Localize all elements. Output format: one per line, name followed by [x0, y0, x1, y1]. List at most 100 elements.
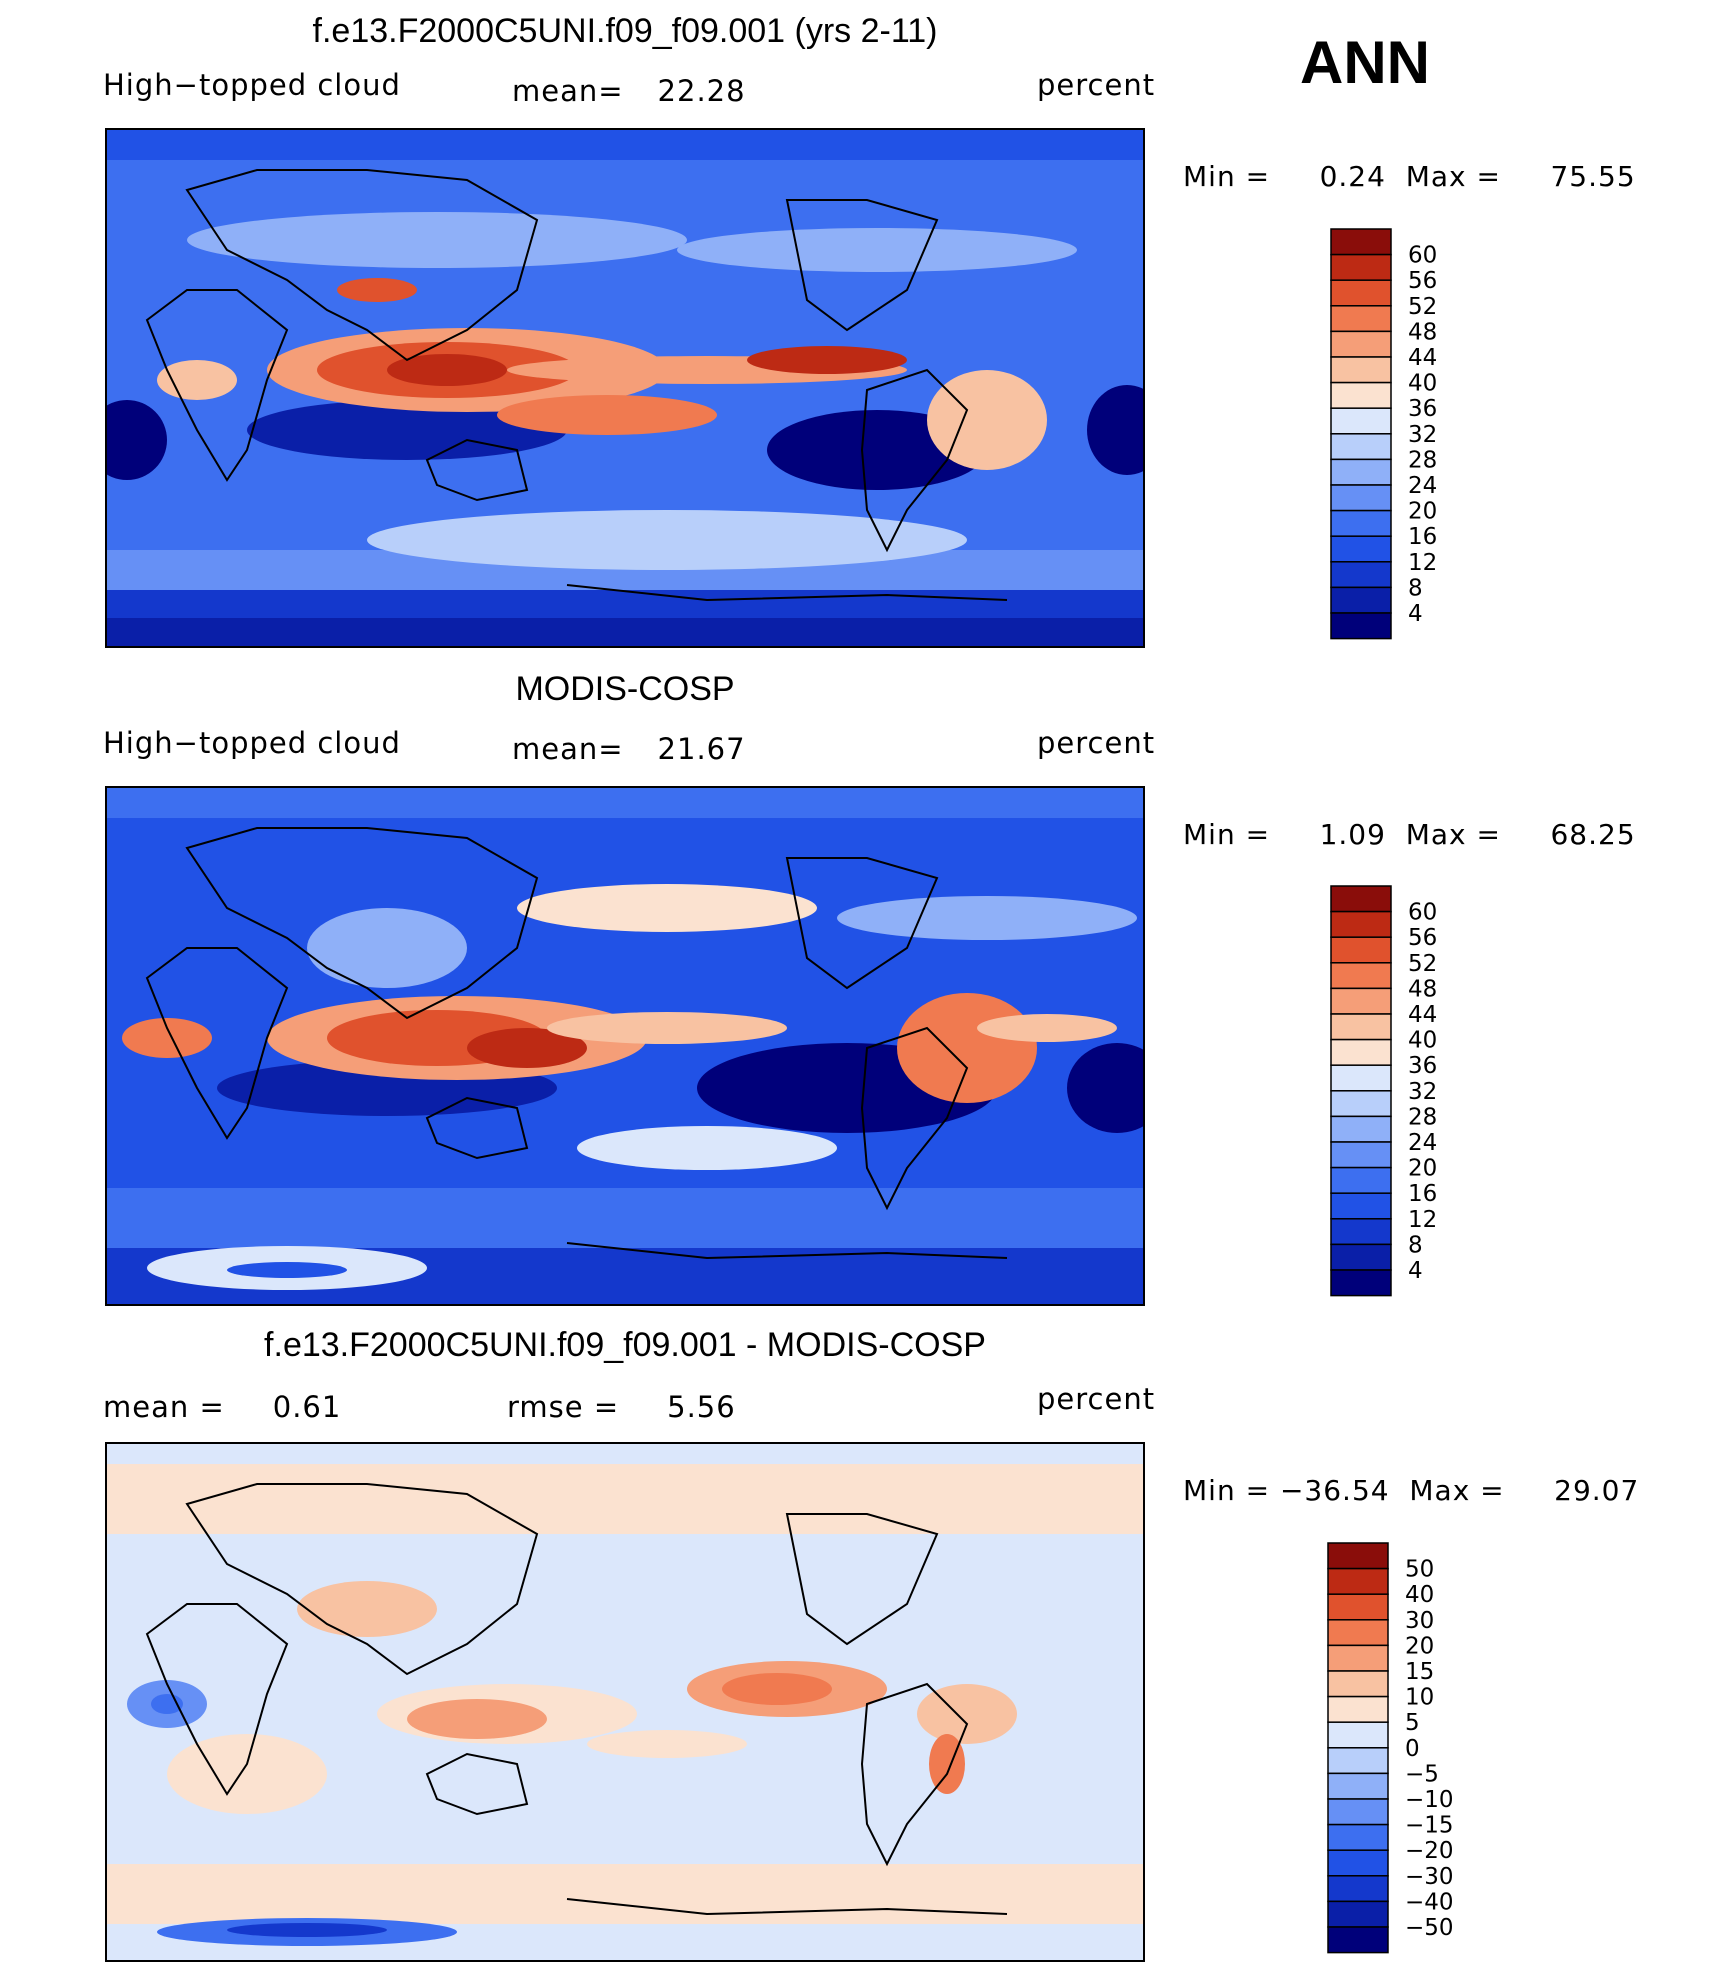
colorbar-tick-label: 16 — [1408, 524, 1437, 550]
colorbar-swatch — [1330, 381, 1392, 409]
colorbar-tick-label: 0 — [1405, 1736, 1420, 1762]
panel-2-mean-text: mean= — [512, 732, 624, 766]
panel-3-mean-value: 0.61 — [272, 1390, 342, 1424]
colorbar-tick-label: −5 — [1405, 1761, 1439, 1787]
colorbar-tick-label: 32 — [1408, 422, 1437, 448]
colorbar-tick-label: 40 — [1405, 1582, 1434, 1608]
colorbar-tick-label: −10 — [1405, 1787, 1454, 1813]
colorbar-swatch — [1330, 1090, 1392, 1118]
panel-1-minmax: Min = 0.24 Max = 75.55 — [1183, 160, 1636, 193]
colorbar-swatch — [1330, 962, 1392, 990]
panel-3-min-value: −36.54 — [1279, 1474, 1390, 1507]
colorbar-swatch — [1330, 407, 1392, 435]
colorbar-tick-label: 10 — [1405, 1685, 1434, 1711]
panel-1-units: percent — [1037, 68, 1156, 102]
panel-2-field — [107, 788, 1143, 1304]
colorbar-tick-label: 40 — [1408, 371, 1437, 397]
colorbar-tick-label: 8 — [1408, 575, 1423, 601]
colorbar-swatch — [1327, 1695, 1389, 1723]
panel-2-mean-label: mean= 21.67 — [512, 732, 746, 766]
colorbar-tick-label: 50 — [1405, 1557, 1434, 1583]
colorbar-tick-label: 52 — [1408, 294, 1437, 320]
colorbar-tick-label: 12 — [1408, 550, 1437, 576]
panel-3-map — [105, 1442, 1145, 1962]
colorbar-swatch — [1327, 1823, 1389, 1851]
colorbar-swatch — [1330, 330, 1392, 358]
colorbar-tick-label: 24 — [1408, 473, 1437, 499]
colorbar-tick-label: 44 — [1408, 345, 1437, 371]
panel-2-max-label: Max — [1405, 818, 1467, 851]
panel-2-map-svg — [107, 788, 1143, 1304]
colorbar-tick-label: 52 — [1408, 951, 1437, 977]
colorbar-swatch — [1330, 1243, 1392, 1271]
colorbar-swatch — [1327, 1798, 1389, 1826]
colorbar-swatch — [1327, 1619, 1389, 1647]
panel-1-map-svg — [107, 130, 1143, 646]
colorbar-swatch — [1327, 1670, 1389, 1698]
colorbar-swatch — [1330, 228, 1392, 256]
colorbar-tick-label: 44 — [1408, 1002, 1437, 1028]
panel-1-coastlines — [145, 169, 1008, 602]
colorbar-swatch — [1330, 1013, 1392, 1041]
season-label: ANN — [1300, 29, 1430, 96]
colorbar-swatch — [1327, 1849, 1389, 1877]
panel-3-map-svg — [107, 1444, 1143, 1960]
colorbar-tick-label: 36 — [1408, 1053, 1437, 1079]
colorbar-tick-label: 20 — [1405, 1633, 1434, 1659]
colorbar-swatch — [1327, 1747, 1389, 1775]
panel-3-minmax: Min = −36.54 Max = 29.07 — [1183, 1474, 1640, 1507]
panel-2-colorbar: 60 56 52 48 44 40 36 32 28 24 20 16 12 8 4 — [1330, 885, 1470, 1299]
panel-1-variable-label: High−topped cloud — [103, 68, 401, 102]
colorbar-swatch — [1327, 1721, 1389, 1749]
panel-3-rmse-value: 5.56 — [667, 1390, 736, 1424]
panel-2-mean-value: 21.67 — [657, 732, 746, 766]
panel-3-field — [107, 1444, 1143, 1960]
panel-1-map — [105, 128, 1145, 648]
panel-1-title: f.e13.F2000C5UNI.f09_f09.001 (yrs 2-11) — [312, 12, 938, 50]
panel-2-coastlines — [145, 827, 1008, 1260]
colorbar-tick-label: 56 — [1408, 925, 1437, 951]
colorbar-tick-label: −30 — [1405, 1864, 1454, 1890]
colorbar-swatch — [1330, 253, 1392, 281]
colorbar-tick-label: 40 — [1408, 1028, 1437, 1054]
colorbar-tick-label: 48 — [1408, 976, 1437, 1002]
colorbar-swatch — [1327, 1900, 1389, 1928]
panel-3-mean-label: mean = 0.61 — [103, 1390, 341, 1424]
panel-3-coastlines — [145, 1483, 1008, 1916]
colorbar-swatch — [1327, 1567, 1389, 1595]
panel-3-mean-text: mean = — [103, 1390, 225, 1424]
colorbar-swatch — [1327, 1644, 1389, 1672]
panel-3-max-value: 29.07 — [1554, 1474, 1640, 1507]
colorbar-swatch — [1327, 1593, 1389, 1621]
colorbar-tick-label: 24 — [1408, 1130, 1437, 1156]
colorbar-tick-label: 4 — [1408, 1258, 1423, 1284]
panel-2-min-value: 1.09 — [1319, 818, 1386, 851]
colorbar-swatch — [1330, 535, 1392, 563]
colorbar-tick-label: −20 — [1405, 1838, 1454, 1864]
colorbar-swatch — [1327, 1772, 1389, 1800]
panel-3-title: f.e13.F2000C5UNI.f09_f09.001 - MODIS-COS… — [264, 1326, 986, 1364]
colorbar-swatch — [1330, 1192, 1392, 1220]
colorbar-swatch — [1330, 910, 1392, 938]
panel-3-max-label: Max — [1409, 1474, 1471, 1507]
colorbar-swatch — [1330, 305, 1392, 333]
panel-1-max-value: 75.55 — [1550, 160, 1636, 193]
panel-1-field — [107, 130, 1143, 646]
colorbar-swatch — [1330, 987, 1392, 1015]
colorbar-tick-label: 60 — [1408, 243, 1437, 269]
colorbar-swatch — [1330, 1269, 1392, 1297]
colorbar-swatch — [1330, 586, 1392, 614]
colorbar-tick-label: 8 — [1408, 1232, 1423, 1258]
colorbar-tick-label: 16 — [1408, 1181, 1437, 1207]
colorbar-tick-label: 20 — [1408, 1156, 1437, 1182]
colorbar-swatch — [1330, 484, 1392, 512]
panel-2-max-value: 68.25 — [1550, 818, 1636, 851]
colorbar-swatch — [1330, 612, 1392, 640]
panel-1-max-label: Max — [1405, 160, 1467, 193]
colorbar-tick-label: 56 — [1408, 268, 1437, 294]
colorbar-tick-label: 32 — [1408, 1079, 1437, 1105]
colorbar-swatch — [1330, 936, 1392, 964]
